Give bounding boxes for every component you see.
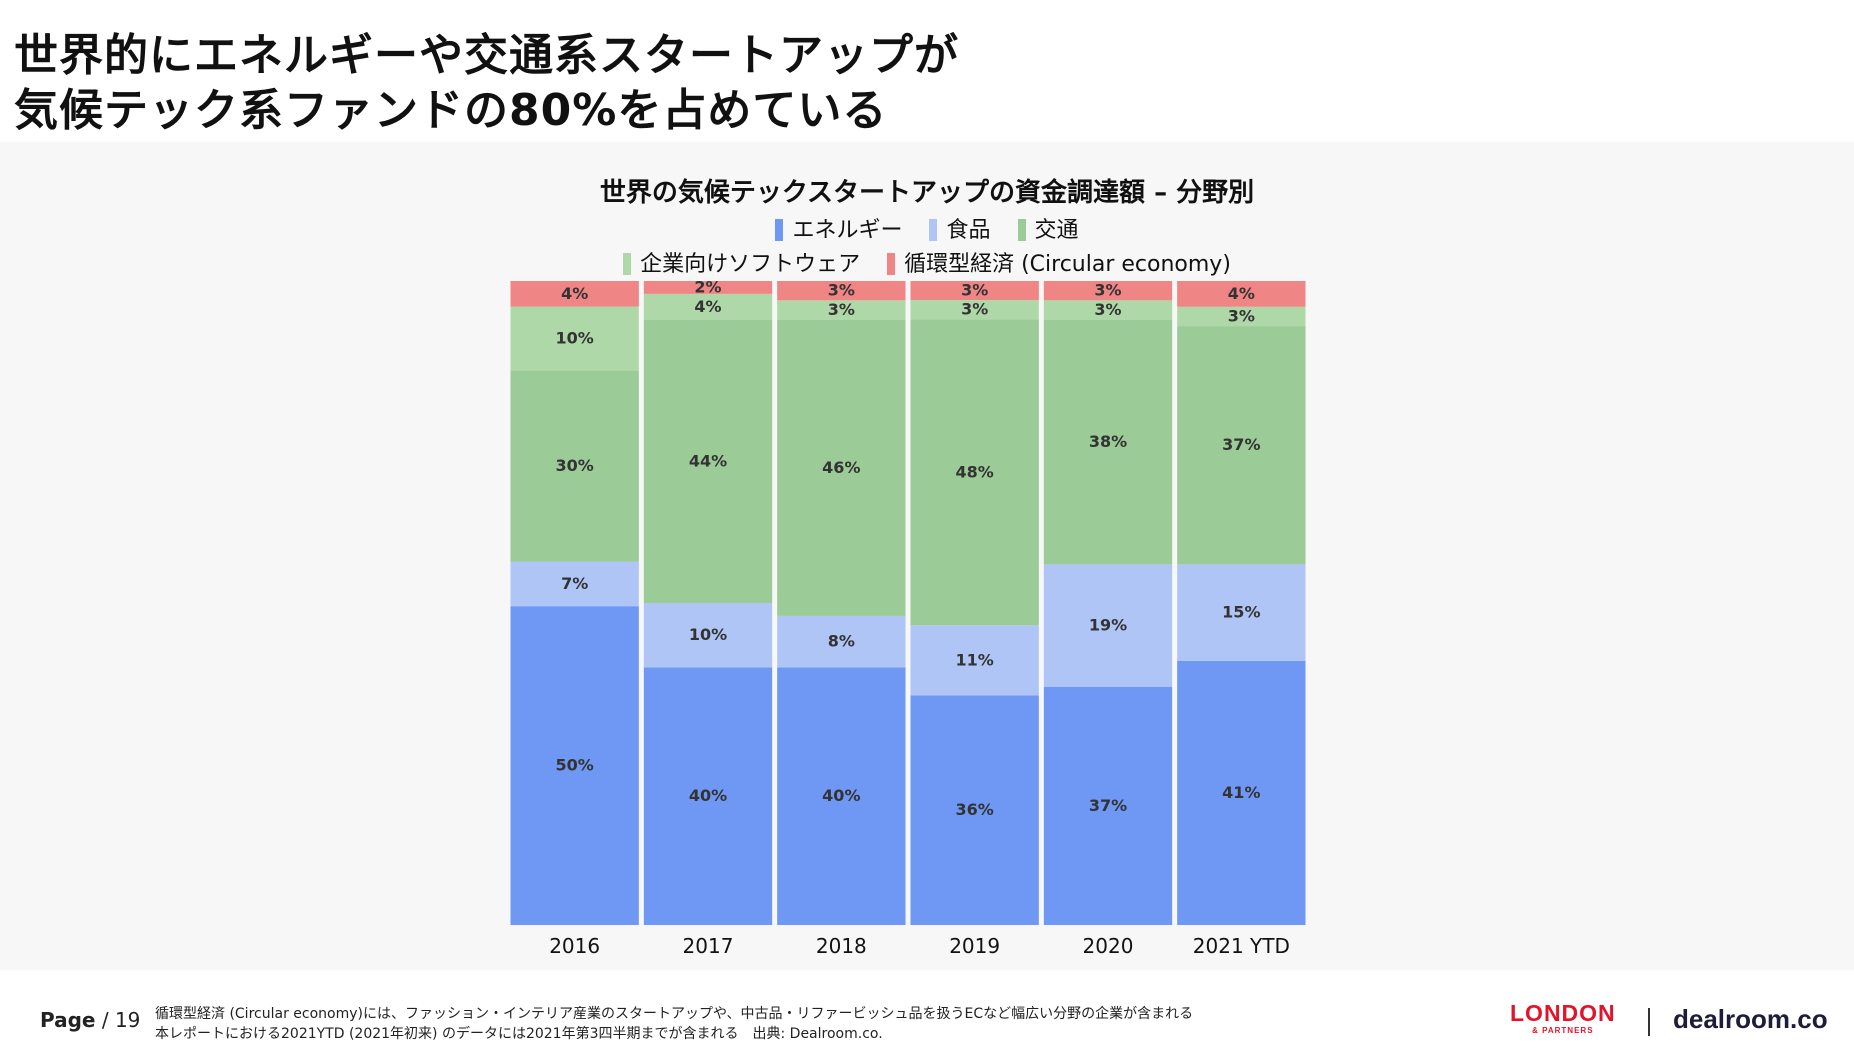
legend-item-transport: 交通: [1017, 212, 1079, 244]
bar-segment-2016-2: [510, 370, 639, 562]
title-line-1: 世界的にエネルギーや交通系スタートアップが: [14, 30, 959, 81]
data-label-2016-3: 10%: [556, 328, 594, 347]
page-label: Page: [40, 1008, 96, 1032]
x-tick-label-2016: 2016: [549, 934, 600, 958]
bar-segment-2020-3: [1043, 300, 1173, 320]
legend-swatch-enterprise-software: [623, 253, 632, 275]
footnote: 循環型経済 (Circular economy)には、ファッション・インテリア産…: [155, 1004, 1193, 1044]
data-label-2020-3: 3%: [1094, 300, 1121, 319]
data-label-2018-3: 3%: [828, 300, 855, 319]
title-line-2: 気候テック系ファンドの80%を占めている: [14, 85, 888, 136]
bar-segment-2017-0: [643, 667, 773, 925]
data-label-2021-ytd-2: 37%: [1222, 435, 1260, 454]
bar-segment-2017-3: [643, 293, 773, 320]
legend-swatch-food: [929, 219, 938, 241]
chart-title: 世界の気候テックスタートアップの資金調達額 – 分野別: [599, 178, 1255, 208]
bar-segment-2016-0: [510, 606, 639, 925]
data-label-2021-ytd-1: 15%: [1222, 603, 1260, 622]
bar-segment-2021-ytd-3: [1177, 306, 1306, 327]
data-label-2020-4: 3%: [1094, 281, 1121, 300]
data-label-2017-3: 4%: [694, 297, 721, 316]
x-tick-label-2018: 2018: [816, 934, 867, 958]
bar-segment-2020-4: [1043, 281, 1173, 301]
data-label-2019-4: 3%: [961, 281, 988, 300]
legend-item-energy: エネルギー: [775, 212, 902, 244]
x-tick-label-2021-ytd: 2021 YTD: [1193, 934, 1290, 958]
legend-label-transport: 交通: [1034, 218, 1079, 243]
london-logo-text: LONDON: [1510, 1000, 1616, 1026]
dealroom-logo: dealroom.co: [1673, 1004, 1828, 1034]
x-tick-label-2019: 2019: [949, 934, 1000, 958]
data-label-2021-ytd-3: 3%: [1228, 306, 1255, 325]
bar-segment-2016-1: [510, 561, 639, 607]
london-partners-logo: LONDON & PARTNERS: [1510, 1000, 1616, 1036]
page-title: 世界的にエネルギーや交通系スタートアップが 気候テック系ファンドの80%を占めて…: [14, 28, 1214, 138]
data-label-2018-4: 3%: [828, 281, 855, 300]
legend-row-1: エネルギー 食品 交通: [0, 212, 1854, 244]
legend-label-food: 食品: [946, 218, 991, 243]
bar-segment-2018-0: [777, 667, 906, 925]
london-logo-subtext: & PARTNERS: [1532, 1026, 1594, 1035]
bar-segment-2017-4: [643, 281, 773, 294]
data-label-2017-0: 40%: [689, 786, 727, 805]
legend-label-energy: エネルギー: [792, 218, 903, 243]
data-label-2018-1: 8%: [828, 632, 855, 651]
legend-item-food: 食品: [929, 212, 991, 244]
data-label-2016-2: 30%: [556, 456, 594, 475]
footnote-line-2: 本レポートにおける2021YTD (2021年初来) のデータには2021年第3…: [155, 1026, 883, 1042]
data-label-2017-1: 10%: [689, 625, 727, 644]
bar-segment-2020-0: [1043, 686, 1173, 925]
bar-segment-2019-2: [910, 319, 1039, 626]
bar-segment-2020-2: [1043, 319, 1173, 565]
data-label-2019-3: 3%: [961, 300, 988, 319]
data-label-2019-1: 11%: [956, 650, 994, 669]
legend-swatch-transport: [1017, 219, 1026, 241]
legend-label-enterprise-software: 企業向けソフトウェア: [640, 252, 861, 277]
data-label-2020-0: 37%: [1089, 796, 1127, 815]
x-tick-label-2020: 2020: [1083, 934, 1134, 958]
data-label-2020-2: 38%: [1089, 432, 1127, 451]
bar-segment-2021-ytd-4: [1177, 281, 1306, 307]
data-label-2021-ytd-0: 41%: [1222, 783, 1260, 802]
legend-swatch-circular-economy: [887, 253, 896, 275]
logo-divider: [1648, 1008, 1650, 1036]
legend-swatch-energy: [775, 219, 784, 241]
data-label-2016-1: 7%: [561, 574, 588, 593]
bar-segment-2018-1: [777, 615, 906, 668]
legend-row-2: 企業向けソフトウェア 循環型経済 (Circular economy): [0, 246, 1854, 278]
bar-segment-2021-ytd-0: [1177, 660, 1306, 925]
page-indicator: Page / 19: [40, 1008, 140, 1032]
bar-segment-2021-ytd-2: [1177, 326, 1306, 565]
bar-segment-2016-4: [510, 281, 639, 307]
bar-segment-2016-3: [510, 306, 639, 371]
bar-segment-2017-1: [643, 603, 773, 668]
x-tick-label-2017: 2017: [683, 934, 734, 958]
bar-segment-2019-4: [910, 281, 1039, 301]
data-label-2016-4: 4%: [561, 284, 588, 303]
data-label-2018-0: 40%: [822, 786, 860, 805]
data-label-2020-1: 19%: [1089, 616, 1127, 635]
data-label-2016-0: 50%: [556, 756, 594, 775]
data-label-2017-2: 44%: [689, 451, 727, 470]
bar-segment-2020-1: [1043, 564, 1173, 687]
bar-segment-2017-2: [643, 319, 773, 603]
data-label-2019-0: 36%: [956, 800, 994, 819]
legend-item-enterprise-software: 企業向けソフトウェア: [623, 246, 860, 278]
data-label-2018-2: 46%: [822, 458, 860, 477]
legend-item-circular-economy: 循環型経済 (Circular economy): [887, 246, 1231, 278]
data-label-2017-4: 2%: [694, 277, 721, 296]
bar-segment-2018-4: [777, 281, 906, 301]
bar-segment-2019-0: [910, 695, 1039, 925]
bar-segment-2021-ytd-1: [1177, 564, 1306, 661]
bar-segment-2018-2: [777, 319, 906, 616]
page-number: / 19: [101, 1008, 141, 1032]
footnote-line-1: 循環型経済 (Circular economy)には、ファッション・インテリア産…: [155, 1006, 1194, 1022]
bar-segment-2019-1: [910, 625, 1039, 696]
data-label-2021-ytd-4: 4%: [1228, 284, 1255, 303]
bar-segment-2019-3: [910, 300, 1039, 320]
data-label-2019-2: 48%: [956, 462, 994, 481]
bar-segment-2018-3: [777, 300, 906, 320]
legend-label-circular-economy: 循環型経済 (Circular economy): [904, 252, 1231, 277]
